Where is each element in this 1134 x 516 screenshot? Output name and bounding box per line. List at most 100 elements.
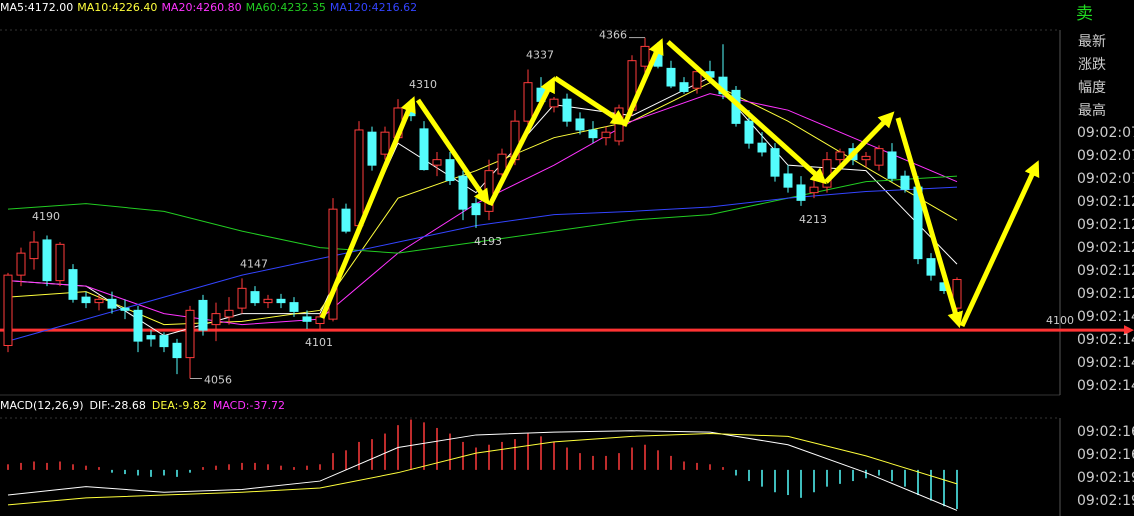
arrow: [895, 117, 963, 329]
candle-body: [900, 175, 910, 190]
candle-body: [68, 269, 78, 300]
candle-body: [588, 129, 598, 139]
side-time: 09:02:12: [1077, 286, 1134, 302]
arrows: [319, 38, 1040, 329]
arrow: [666, 40, 827, 185]
side-time: 09:02:12: [1077, 263, 1134, 279]
candle-body: [614, 107, 624, 142]
candle-body: [809, 186, 819, 194]
candle-body: [666, 67, 676, 87]
side-time: 09:02:12: [1077, 217, 1134, 233]
side-time: 09:02:12: [1077, 240, 1134, 256]
candle-body: [94, 298, 104, 304]
macd-label: DEA:-9.82: [152, 399, 207, 412]
candle-body: [445, 159, 455, 182]
candle-body: [146, 335, 156, 340]
annotation-label: 4310: [409, 78, 437, 91]
side-field: 最新: [1078, 34, 1106, 50]
candle-body: [575, 118, 585, 131]
legend-entry: MA120:4216.62: [330, 1, 417, 14]
candle-body: [120, 307, 130, 311]
annotation-label: 4213: [799, 213, 827, 226]
legend-entry: MA60:4232.35: [246, 1, 326, 14]
candle-body: [549, 98, 559, 108]
ma-line: [7, 82, 958, 326]
arrow: [824, 111, 895, 184]
candle-body: [926, 258, 936, 276]
candle-body: [198, 299, 208, 331]
arrow: [415, 98, 490, 206]
candle-body: [796, 184, 806, 201]
side-time: 09:02:14: [1077, 309, 1134, 325]
candle-body: [601, 131, 611, 139]
candle-body: [783, 173, 793, 188]
reference-label: 4100: [1046, 314, 1074, 327]
side-time: 09:02:07: [1077, 148, 1134, 164]
candle-body: [471, 203, 481, 216]
candle-body: [185, 309, 195, 359]
candle-body: [770, 148, 780, 177]
arrow: [319, 96, 416, 319]
candle-body: [276, 298, 286, 304]
candle-body: [861, 155, 871, 161]
candle-body: [744, 120, 754, 144]
arrow: [553, 75, 628, 126]
candle-body: [562, 98, 572, 122]
side-time: 09:02:19: [1077, 470, 1134, 486]
legend-entry: MA20:4260.80: [161, 1, 241, 14]
candle-body: [3, 274, 13, 347]
candle-body: [458, 175, 468, 210]
macd-line: [7, 433, 958, 506]
macd-label: MACD:-37.72: [213, 399, 285, 412]
side-time: 09:02:16: [1077, 424, 1134, 440]
candle-body: [640, 45, 650, 67]
side-time: 09:02:19: [1077, 493, 1134, 509]
legend-entry: MA10:4226.40: [77, 1, 157, 14]
candle-body: [29, 241, 39, 260]
side-time: 09:02:14: [1077, 332, 1134, 348]
side-field: 最高: [1078, 102, 1106, 119]
candle-body: [380, 131, 390, 155]
macd-line: [7, 430, 958, 511]
candle-body: [16, 252, 26, 276]
candle-body: [263, 298, 273, 304]
side-time: 09:02:16: [1077, 447, 1134, 463]
candle-body: [757, 142, 767, 153]
candle-body: [419, 128, 429, 171]
arrow: [487, 76, 555, 207]
side-time: 09:02:14: [1077, 355, 1134, 371]
macd-label: DIF:-28.68: [90, 399, 146, 412]
candle-body: [432, 159, 442, 166]
side-time: 09:02:14: [1077, 378, 1134, 394]
candle-body: [835, 151, 845, 161]
candle-body: [237, 287, 247, 309]
candle-body: [523, 82, 533, 122]
candle-body: [367, 131, 377, 166]
candle-body: [692, 71, 702, 89]
candle-body: [887, 151, 897, 179]
candle-body: [354, 129, 364, 227]
side-time: 09:02:12: [1077, 194, 1134, 210]
candle-body: [172, 342, 182, 359]
arrow: [959, 160, 1040, 328]
candle-body: [224, 309, 234, 318]
annotation-label: 4101: [305, 336, 333, 349]
annotation-label: 4190: [32, 210, 60, 223]
side-time: 09:02:07: [1077, 171, 1134, 187]
annotation-label: 4337: [526, 48, 554, 61]
candle-body: [822, 159, 832, 188]
candle-body: [497, 153, 507, 175]
candle-body: [211, 313, 221, 326]
annotation-label: 4147: [240, 257, 268, 270]
candle-body: [874, 148, 884, 166]
candle-body: [341, 208, 351, 232]
candle-body: [250, 291, 260, 304]
side-field: 涨跌: [1078, 57, 1106, 73]
candle-body: [133, 309, 143, 342]
candle-body: [42, 239, 52, 282]
candle-body: [159, 335, 169, 348]
